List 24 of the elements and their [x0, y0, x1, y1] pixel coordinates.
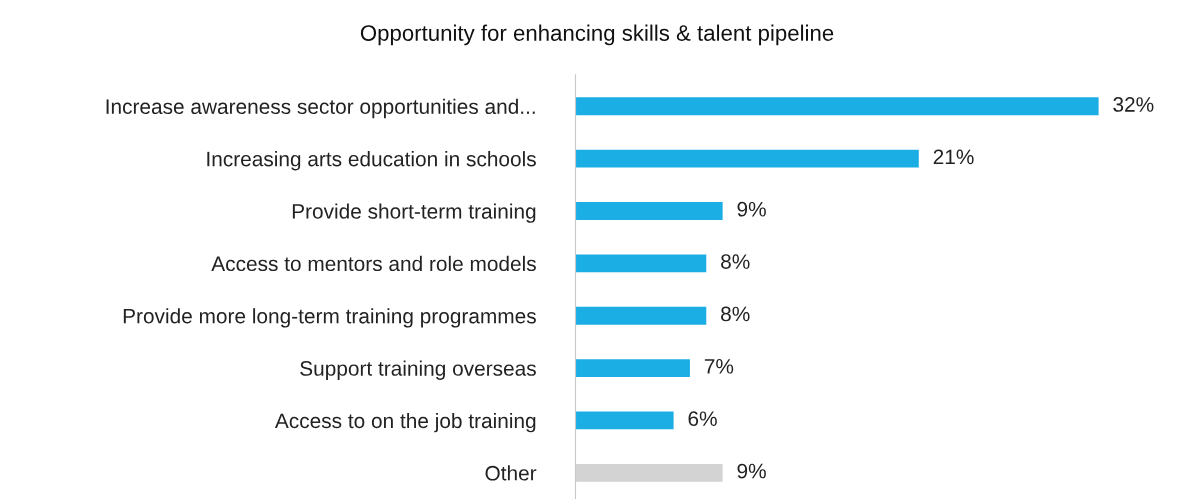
bar	[575, 306, 707, 325]
data-label: 8%	[721, 254, 750, 269]
y-tick-label: Support training overseas	[300, 360, 536, 380]
bar	[575, 359, 690, 377]
data-label: 21%	[933, 149, 974, 165]
data-label: 8%	[721, 306, 750, 322]
y-tick-label: Increase awareness sector opportunities and...	[106, 98, 535, 119]
y-tick-label: Access to mentors and role models	[211, 255, 536, 272]
y-tick-label: Access to on the job training	[274, 412, 536, 433]
data-label: 6%	[688, 411, 717, 427]
y-tick-label: Other	[485, 465, 537, 481]
bar	[575, 202, 723, 220]
data-label: 9%	[737, 201, 766, 217]
y-tick-label: Provide more long-term training programmes	[123, 308, 536, 328]
data-label: 9%	[737, 463, 766, 479]
bar	[575, 254, 707, 273]
data-label: 32%	[1113, 97, 1154, 112]
bar	[575, 149, 919, 168]
data-label: 7%	[704, 359, 734, 374]
chart-title: Opportunity for enhancing skills & talent pipeline	[360, 24, 834, 46]
bar	[575, 411, 674, 430]
bar	[575, 97, 1099, 116]
y-tick-label: Increasing arts education in schools	[207, 151, 536, 171]
y-tick-label: Provide short-term training	[292, 203, 536, 223]
